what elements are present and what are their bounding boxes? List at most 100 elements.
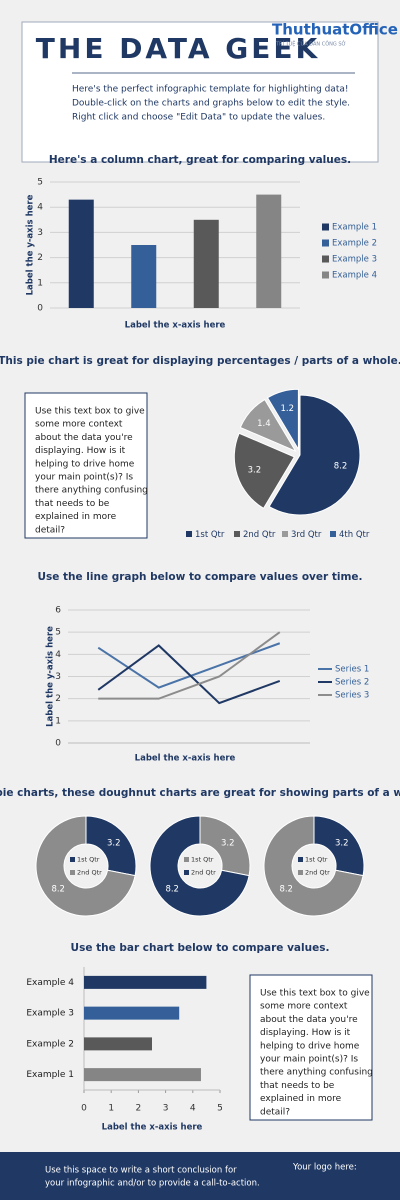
footer: [0, 1152, 400, 1200]
legend-swatch: [298, 857, 303, 862]
text-box-line: explained in more: [35, 512, 117, 522]
watermark-tagline: TRÍ TUỆ CỦA DÂN CÔNG SỞ: [275, 40, 346, 48]
legend-label: Example 4: [332, 271, 377, 281]
y-tick-label: 2: [55, 694, 61, 704]
y-tick-label: 1: [55, 716, 61, 726]
legend-label: 1st Qtr: [305, 856, 328, 864]
text-box-line: helping to drive home: [260, 1041, 360, 1051]
data-label: 8.2: [279, 884, 293, 894]
pie-slice: [268, 394, 361, 516]
y-tick-label: 0: [37, 304, 43, 314]
y-tick-label: 3: [55, 672, 61, 682]
text-box-line: about the data you're: [260, 1015, 358, 1025]
chart-title: Use the bar chart below to compare value…: [71, 942, 330, 954]
data-label: 3.2: [248, 465, 262, 475]
legend-swatch: [322, 271, 329, 279]
data-label: 3.2: [107, 839, 121, 849]
x-tick-label: 4: [190, 1104, 196, 1114]
text-box-line: Use this text box to give: [260, 989, 370, 999]
x-axis-label: Label the x-axis here: [125, 321, 226, 331]
legend-swatch: [322, 239, 329, 247]
legend-swatch: [184, 857, 189, 862]
y-tick-label: 2: [37, 253, 43, 263]
text-box-line: about the data you're: [35, 433, 133, 443]
header-line: Here's the perfect infographic template …: [72, 85, 348, 95]
y-tick-label: 4: [55, 650, 61, 660]
data-label: 3.2: [335, 839, 349, 849]
y-tick-label: Example 1: [26, 1070, 74, 1080]
legend-swatch: [70, 857, 75, 862]
legend-swatch: [330, 531, 336, 537]
x-tick-label: 2: [136, 1104, 142, 1114]
x-tick-label: 0: [81, 1104, 87, 1114]
x-axis-label: Label the x-axis here: [102, 1123, 203, 1133]
y-tick-label: Example 3: [26, 1009, 74, 1019]
legend-label: 1st Qtr: [191, 856, 214, 864]
bar: [68, 199, 94, 308]
doughnut-slice: [199, 815, 251, 877]
text-box-line: there anything confusing: [260, 1068, 373, 1078]
chart-title: This pie chart is great for displaying p…: [0, 355, 400, 367]
header-title: THE DATA GEEK: [36, 32, 320, 65]
text-box-line: helping to drive home: [35, 459, 135, 469]
pie-slice: [266, 388, 299, 452]
legend-label: 2nd Qtr: [191, 869, 216, 877]
chart-title: Here's a column chart, great for compari…: [49, 154, 351, 166]
doughnut-slice: [263, 815, 364, 917]
bar: [84, 1006, 180, 1020]
text-box-line: there anything confusing: [35, 486, 148, 496]
chart-title: Use the line graph below to compare valu…: [37, 571, 362, 583]
footer-logo: Your logo here:: [292, 1163, 357, 1173]
text-box-line: displaying. How is it: [260, 1028, 351, 1038]
doughnut-slice: [313, 815, 365, 877]
chart-title: Like pie charts, these doughnut charts a…: [0, 787, 400, 799]
bar: [193, 219, 219, 308]
text-box-line: explained in more: [260, 1094, 342, 1104]
y-tick-label: 6: [55, 606, 61, 616]
x-tick-label: 5: [217, 1104, 223, 1114]
legend-label: Example 3: [332, 255, 377, 265]
legend-label: Example 1: [332, 223, 377, 233]
x-tick-label: 3: [163, 1104, 169, 1114]
y-tick-label: 3: [37, 228, 43, 238]
data-label: 8.2: [51, 884, 65, 894]
doughnut-slice: [85, 815, 137, 877]
x-axis-label: Label the x-axis here: [135, 754, 236, 764]
series-line: [98, 631, 281, 700]
text-box-line: that needs to be: [260, 1081, 335, 1091]
footer-line: Use this space to write a short conclusi…: [45, 1166, 237, 1176]
text-box-line: your main point(s)? Is: [260, 1055, 358, 1065]
y-tick-label: 0: [55, 739, 61, 749]
y-tick-label: 1: [37, 278, 43, 288]
legend-label: 2nd Qtr: [77, 869, 102, 877]
y-tick-label: Example 2: [26, 1039, 74, 1049]
legend-label: 2nd Qtr: [243, 530, 276, 540]
legend-swatch: [234, 531, 240, 537]
doughnut-slice: [149, 815, 250, 917]
text-box-line: displaying. How is it: [35, 446, 126, 456]
text-box-line: your main point(s)? Is: [35, 473, 133, 483]
text-box-line: some more context: [35, 420, 123, 430]
bar: [256, 194, 282, 308]
legend-label: 1st Qtr: [77, 856, 100, 864]
y-axis-label: Label the y-axis here: [26, 194, 36, 295]
legend-swatch: [186, 531, 192, 537]
legend-swatch: [184, 870, 189, 875]
doughnut-slice: [35, 815, 136, 917]
legend-label: 2nd Qtr: [305, 869, 330, 877]
header-box: [21, 21, 379, 163]
y-tick-label: 5: [55, 628, 61, 638]
legend-label: Series 2: [335, 678, 369, 688]
data-label: 8.2: [165, 884, 179, 894]
header-line: Double-click on the charts and graphs be…: [72, 99, 350, 109]
y-tick-label: 4: [37, 203, 43, 213]
legend-label: Series 1: [335, 665, 369, 675]
text-box-line: detail?: [35, 525, 65, 535]
header-line: Right click and choose "Edit Data" to up…: [72, 113, 325, 123]
data-label: 1.4: [257, 419, 271, 429]
watermark: ThuthuatOffice: [272, 21, 398, 39]
text-box-line: detail?: [260, 1107, 290, 1117]
y-tick-label: 5: [37, 178, 43, 188]
